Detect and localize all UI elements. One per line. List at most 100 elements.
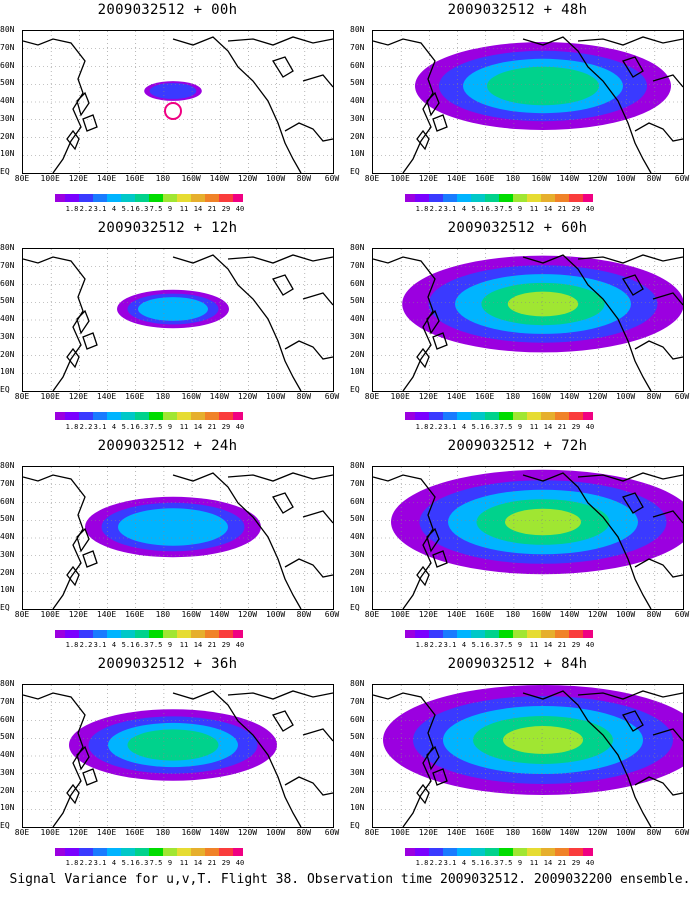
colorbar-label: 3.1 [93, 205, 107, 213]
colorbar-label: 6.3 [485, 205, 499, 213]
lat-tick-label: 60N [350, 60, 365, 70]
forecast-panel-p60: 2009032512 + 60h 80N 70N 60N 50N 40N 30N 20N 10N… [350, 220, 689, 432]
lat-tick-label: 60N [0, 496, 15, 506]
variance-map [372, 684, 684, 828]
coastline [577, 36, 683, 46]
coastline [426, 91, 440, 117]
colorbar-swatch [191, 848, 205, 856]
colorbar-label: 3.1 [93, 859, 107, 867]
colorbar-label: 14 [193, 859, 203, 867]
colorbar [405, 848, 593, 856]
lat-tick-label: EQ [0, 167, 10, 176]
variance-contour [127, 729, 219, 761]
colorbar-swatch [569, 194, 583, 202]
colorbar-swatch [471, 848, 485, 856]
lat-tick-label: 80N [350, 243, 365, 252]
colorbar-swatch [233, 848, 243, 856]
coastline [652, 74, 683, 88]
colorbar-label: 7.5 [499, 423, 513, 431]
lon-tick-label: 140W [559, 610, 579, 619]
coastline [652, 728, 683, 742]
lon-tick-label: 140E [446, 174, 467, 183]
colorbar-label: 21 [557, 641, 567, 649]
lon-tick-label: 120E [418, 392, 438, 401]
lat-tick-label: EQ [0, 603, 10, 612]
colorbar-swatch [499, 194, 513, 202]
lon-tick-label: 60W [674, 174, 690, 183]
lon-tick-label: 140E [446, 610, 467, 619]
colorbar-swatch [107, 412, 121, 420]
colorbar-swatch [405, 848, 415, 856]
lon-tick-label: 100W [615, 610, 636, 619]
colorbar-swatch [583, 412, 593, 420]
colorbar-swatch [177, 412, 191, 420]
colorbar-swatch [527, 630, 541, 638]
colorbar-swatch [405, 630, 415, 638]
panel-title: 2009032512 + 24h [97, 438, 238, 454]
colorbar-swatch [205, 194, 219, 202]
colorbar-label: 6.3 [135, 641, 149, 649]
lon-tick-label: 80E [14, 610, 30, 619]
lat-tick-label: 80N [350, 461, 365, 470]
lon-tick-label: 100W [265, 828, 286, 837]
colorbar-label: 5.1 [121, 859, 135, 867]
colorbar-swatch [55, 630, 65, 638]
lat-tick-label: EQ [0, 385, 10, 394]
panel-title: 2009032512 + 60h [447, 220, 588, 236]
lon-tick-label: 100W [265, 392, 286, 401]
colorbar-swatch [219, 194, 233, 202]
lon-tick-label: 120E [418, 174, 438, 183]
lat-tick-label: 50N [350, 732, 365, 742]
colorbar-swatch [219, 412, 233, 420]
colorbar-swatch [233, 630, 243, 638]
lon-tick-label: 140E [96, 174, 117, 183]
coastline [227, 472, 333, 482]
lon-tick-label: 180 [505, 828, 521, 837]
coastline [302, 292, 333, 306]
coastline [227, 254, 333, 264]
coastline [272, 56, 294, 78]
lat-tick-label: 40N [0, 750, 15, 759]
lat-tick-label: 20N [350, 349, 365, 359]
colorbar-label: 11 [179, 205, 189, 213]
lat-tick-label: 30N [0, 549, 15, 559]
variance-map [372, 30, 684, 174]
lon-tick-label: 60W [674, 610, 690, 619]
colorbar-label: 3.1 [443, 205, 457, 213]
coastline [373, 692, 436, 827]
coastline [272, 492, 294, 514]
lat-tick-label: 80N [0, 679, 15, 688]
colorbar-label: 5.1 [121, 641, 135, 649]
lon-tick-label: 160W [181, 828, 201, 837]
colorbar-label: 3.1 [93, 423, 107, 431]
colorbar-swatch [205, 412, 219, 420]
colorbar-label: 14 [543, 641, 553, 649]
coastline [522, 254, 652, 391]
colorbar-label: 2.2 [429, 641, 443, 649]
colorbar-swatch [135, 848, 149, 856]
coastline [76, 745, 90, 771]
lat-tick-label: 80N [350, 25, 365, 34]
coastline [522, 690, 652, 827]
lon-tick-label: 120E [68, 610, 88, 619]
lon-tick-label: 160W [181, 174, 201, 183]
lon-tick-label: 80W [646, 174, 662, 183]
colorbar-swatch [443, 194, 457, 202]
colorbar-label: 21 [557, 859, 567, 867]
lon-tick-label: 100E [390, 174, 410, 183]
panel-title: 2009032512 + 12h [97, 220, 238, 236]
colorbar-label: 11 [529, 423, 539, 431]
colorbar-swatch [55, 412, 65, 420]
coastline [634, 776, 683, 796]
lon-tick-label: 100E [390, 392, 410, 401]
forecast-panel-p72: 2009032512 + 72h 80N 70N 60N 50N 40N 30N 20N 10N… [350, 438, 689, 650]
colorbar-label: 40 [235, 423, 245, 431]
lon-tick-label: 100W [615, 392, 636, 401]
lon-tick-label: 80E [364, 828, 380, 837]
lon-tick-label: 60W [324, 392, 340, 401]
colorbar-swatch [555, 412, 569, 420]
colorbar-label: 29 [221, 205, 231, 213]
lat-tick-label: 20N [350, 131, 365, 141]
colorbar-swatch [93, 412, 107, 420]
lon-tick-label: 160W [181, 610, 201, 619]
